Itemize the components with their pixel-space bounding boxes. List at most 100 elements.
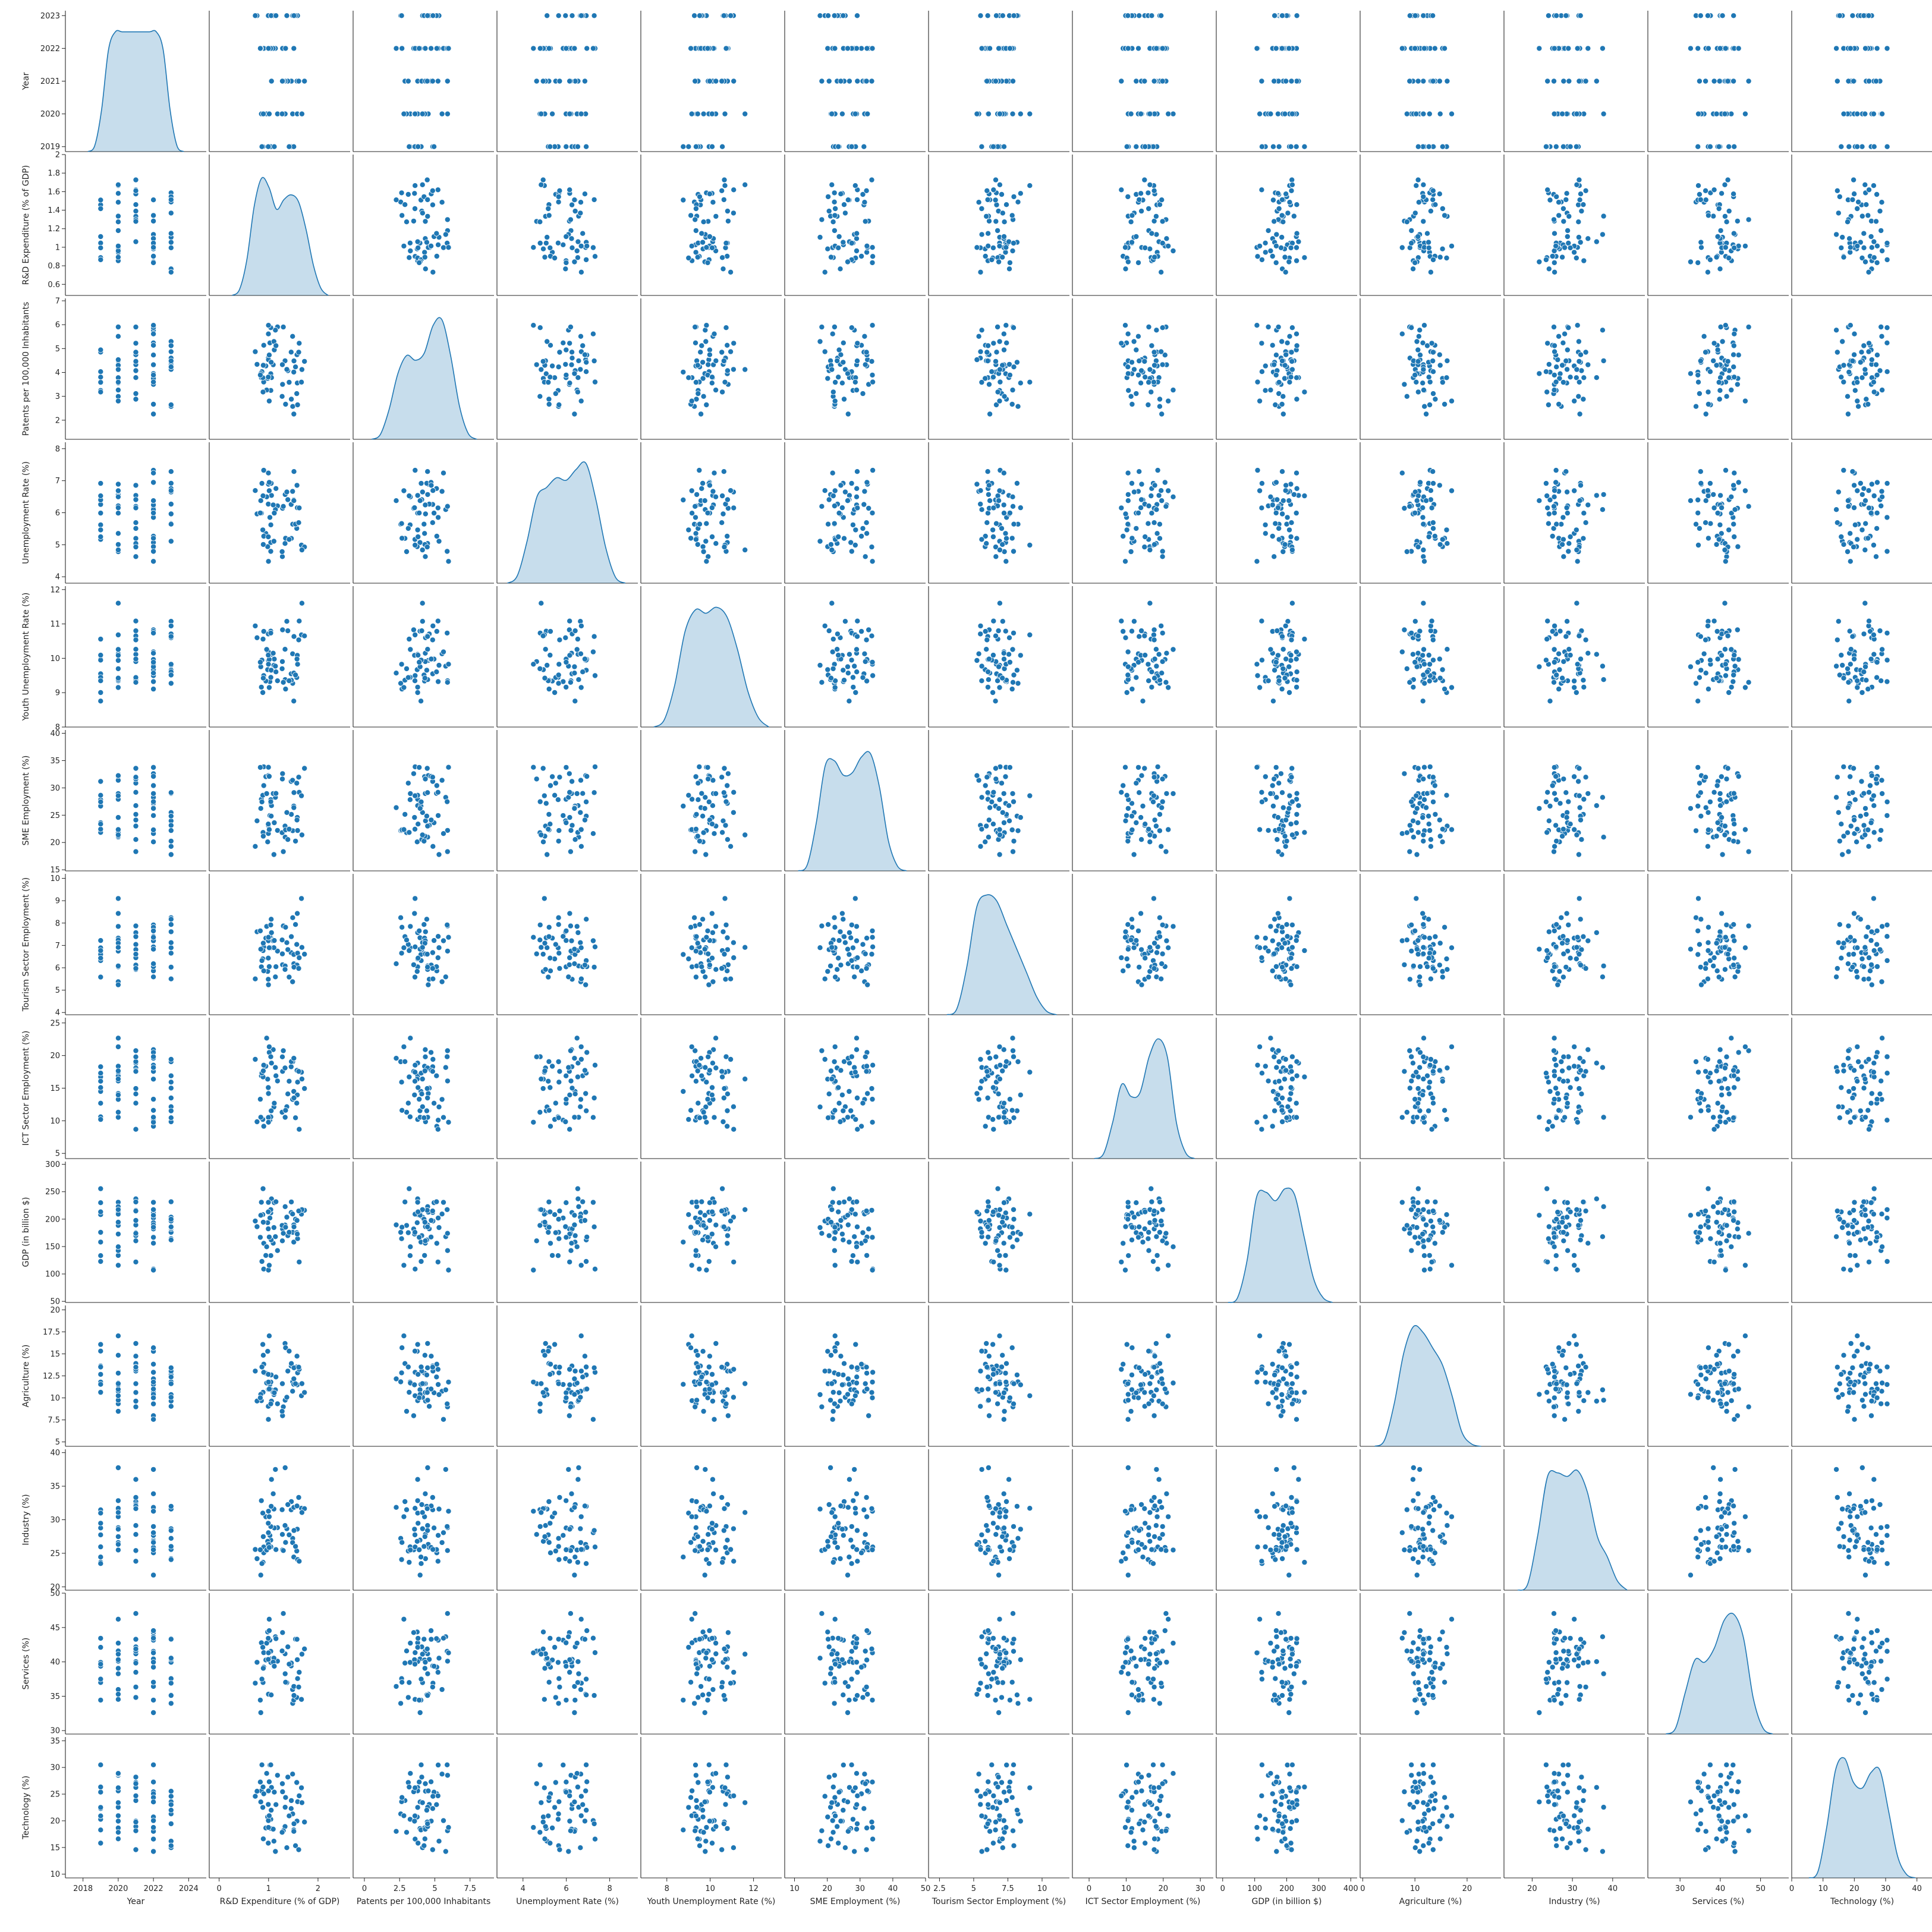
scatter-point	[1851, 505, 1857, 511]
scatter-point	[406, 143, 413, 150]
scatter-point	[442, 974, 449, 980]
scatter-point	[694, 491, 700, 498]
scatter-point	[563, 684, 569, 690]
scatter-point	[1301, 493, 1308, 499]
scatter-point	[1293, 510, 1299, 517]
scatter-point	[1862, 259, 1868, 265]
scatter-point	[168, 468, 174, 475]
scatter-point	[698, 230, 705, 237]
scatter-point	[1862, 498, 1868, 504]
scatter-point	[1573, 143, 1579, 150]
scatter-point	[1118, 789, 1125, 795]
scatter-point	[168, 521, 174, 527]
panel-0-8	[1216, 11, 1357, 152]
scatter-point	[1560, 553, 1567, 560]
scatter-point	[115, 254, 121, 260]
scatter-point	[398, 661, 405, 668]
scatter-point	[1874, 259, 1880, 266]
scatter-point	[705, 951, 712, 957]
scatter-point	[1151, 78, 1157, 84]
scatter-point	[428, 45, 435, 52]
scatter-point	[1735, 479, 1742, 486]
scatter-point	[1862, 111, 1868, 117]
scatter-point	[1262, 363, 1269, 369]
scatter-point	[1273, 659, 1279, 666]
scatter-point	[982, 253, 989, 259]
scatter-point	[1874, 372, 1880, 378]
panel-2-11	[1647, 298, 1789, 440]
scatter-point	[700, 916, 706, 923]
scatter-point	[1599, 45, 1606, 52]
scatter-point	[864, 243, 870, 249]
scatter-point	[574, 389, 581, 395]
scatter-point	[987, 804, 993, 811]
scatter-point	[1120, 628, 1127, 635]
scatter-point	[986, 656, 992, 662]
scatter-point	[150, 686, 157, 693]
scatter-point	[254, 361, 260, 367]
scatter-point	[1293, 244, 1299, 251]
scatter-point	[848, 143, 855, 150]
scatter-point	[530, 661, 537, 668]
scatter-point	[1151, 656, 1158, 662]
scatter-point	[1430, 789, 1436, 796]
scatter-point	[1017, 505, 1024, 511]
scatter-point	[1719, 851, 1726, 858]
scatter-point	[742, 944, 748, 951]
scatter-point	[974, 244, 980, 251]
scatter-point	[1010, 503, 1017, 509]
scatter-point	[416, 764, 423, 770]
scatter-point	[592, 672, 599, 679]
scatter-point	[292, 838, 299, 844]
scatter-point	[1280, 393, 1286, 399]
panel-0-5	[784, 11, 926, 152]
scatter-point	[1151, 254, 1158, 260]
scatter-point	[1011, 193, 1017, 200]
panel-2-12	[1791, 298, 1932, 440]
scatter-point	[1027, 632, 1033, 638]
scatter-point	[580, 790, 586, 797]
scatter-point	[1286, 527, 1292, 533]
scatter-point	[1716, 826, 1722, 832]
scatter-point	[555, 680, 562, 687]
scatter-point	[709, 244, 716, 251]
panel-2-8	[1216, 298, 1357, 440]
scatter-point	[1415, 829, 1421, 836]
scatter-point	[168, 480, 174, 487]
scatter-point	[1714, 628, 1720, 635]
scatter-point	[260, 690, 266, 696]
scatter-point	[1158, 348, 1165, 355]
scatter-point	[854, 230, 860, 237]
scatter-point	[1687, 805, 1694, 811]
scatter-point	[546, 924, 552, 930]
scatter-point	[861, 143, 867, 150]
scatter-point	[1559, 254, 1566, 260]
scatter-point	[401, 684, 407, 691]
scatter-point	[1276, 780, 1282, 786]
scatter-point	[1878, 333, 1885, 339]
scatter-point	[863, 637, 870, 643]
scatter-point	[842, 489, 848, 495]
scatter-point	[848, 548, 855, 555]
scatter-point	[1577, 197, 1583, 203]
scatter-point	[1283, 817, 1289, 823]
scatter-point	[1148, 684, 1155, 690]
scatter-point	[1536, 370, 1543, 377]
scatter-point	[575, 357, 582, 364]
scatter-point	[1157, 933, 1163, 940]
scatter-point	[1879, 493, 1886, 500]
scatter-point	[819, 679, 825, 685]
scatter-point	[1254, 661, 1260, 668]
scatter-point	[1146, 324, 1152, 331]
scatter-point	[1289, 547, 1295, 553]
scatter-point	[700, 829, 707, 836]
scatter-point	[1705, 45, 1711, 52]
scatter-point	[723, 325, 729, 331]
scatter-point	[1276, 525, 1282, 531]
scatter-point	[869, 78, 875, 84]
scatter-point	[1723, 776, 1730, 782]
scatter-point	[697, 12, 703, 19]
scatter-point	[1884, 678, 1890, 685]
scatter-point	[1443, 792, 1450, 798]
scatter-point	[430, 487, 436, 494]
